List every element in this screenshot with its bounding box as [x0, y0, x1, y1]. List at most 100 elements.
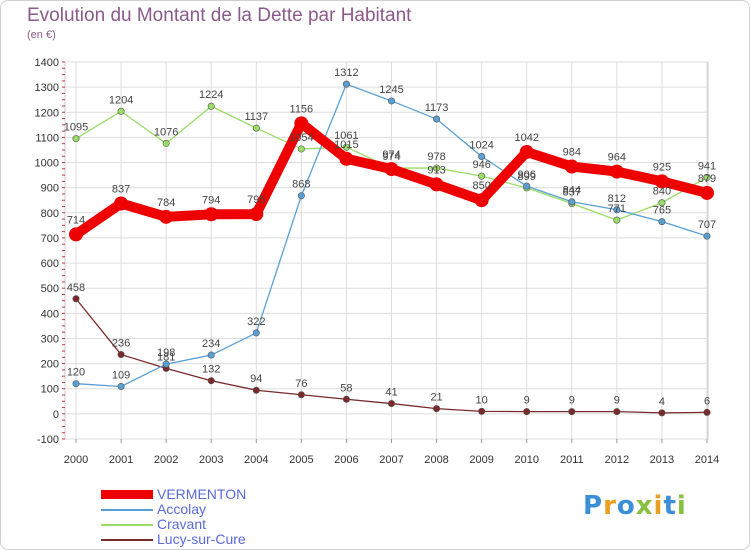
- y-tick-label: 200: [41, 359, 59, 371]
- y-tick-label: 100: [41, 384, 59, 396]
- data-point-vermenton: [339, 151, 354, 166]
- data-label-accolay: 198: [157, 347, 175, 359]
- data-label-vermenton: 879: [698, 173, 716, 185]
- data-point-accolay: [342, 80, 350, 88]
- data-point-lucy-sur-cure: [297, 391, 305, 399]
- data-point-lucy-sur-cure: [613, 408, 621, 416]
- data-label-vermenton: 714: [67, 214, 85, 226]
- x-tick-label: 2012: [605, 454, 629, 466]
- data-label-lucy-sur-cure: 94: [250, 373, 262, 385]
- x-tick-label: 2002: [154, 454, 178, 466]
- data-point-cravant: [117, 107, 125, 115]
- data-label-accolay: 707: [698, 219, 716, 231]
- data-label-cravant: 840: [653, 186, 671, 198]
- legend-item-cravant[interactable]: Cravant: [101, 516, 401, 532]
- chart-unit: (en €): [27, 29, 56, 41]
- data-label-lucy-sur-cure: 181: [157, 351, 175, 363]
- data-label-accolay: 109: [112, 369, 130, 381]
- data-point-lucy-sur-cure: [478, 407, 486, 415]
- legend-item-accolay[interactable]: Accolay: [101, 501, 401, 517]
- x-tick-label: 2005: [289, 454, 313, 466]
- data-point-cravant: [703, 173, 711, 181]
- data-point-cravant: [252, 124, 260, 132]
- data-point-accolay: [162, 360, 170, 368]
- legend-swatch-accolay: [101, 509, 153, 511]
- data-point-accolay: [117, 382, 125, 390]
- data-point-cravant: [162, 139, 170, 147]
- chart-title: Evolution du Montant de la Dette par Hab…: [27, 5, 412, 26]
- legend-label-accolay: Accolay: [157, 501, 207, 517]
- data-point-cravant: [433, 164, 441, 172]
- data-label-lucy-sur-cure: 10: [476, 394, 488, 406]
- data-point-cravant: [207, 102, 215, 110]
- y-tick-label: 300: [41, 333, 59, 345]
- data-point-accolay: [207, 351, 215, 359]
- data-point-vermenton: [384, 162, 399, 177]
- data-label-vermenton: 1042: [514, 132, 538, 144]
- data-label-vermenton: 794: [202, 194, 220, 206]
- series-vermenton: [69, 116, 714, 242]
- legend-label-vermenton: VERMENTON: [157, 486, 247, 502]
- data-point-lucy-sur-cure: [342, 395, 350, 403]
- data-point-accolay: [433, 115, 441, 123]
- data-label-cravant: 978: [427, 151, 445, 163]
- data-point-vermenton: [69, 227, 83, 242]
- data-point-accolay: [252, 329, 260, 337]
- legend-label-lucy-sur-cure: Lucy-sur-Cure: [157, 531, 246, 547]
- data-point-vermenton: [114, 196, 129, 211]
- data-label-lucy-sur-cure: 76: [295, 378, 307, 390]
- data-label-vermenton: 964: [608, 152, 626, 164]
- y-tick-label: 600: [41, 258, 59, 270]
- brand-letter: r: [603, 491, 617, 521]
- data-label-accolay: 1024: [469, 140, 493, 152]
- data-label-lucy-sur-cure: 6: [704, 395, 710, 407]
- brand-letter: i: [653, 491, 664, 521]
- data-label-lucy-sur-cure: 132: [202, 364, 220, 376]
- data-point-vermenton: [159, 209, 174, 224]
- data-label-vermenton: 913: [427, 164, 445, 176]
- data-label-accolay: 1173: [425, 102, 449, 114]
- data-point-vermenton: [654, 174, 669, 189]
- legend-item-vermenton[interactable]: VERMENTON: [101, 486, 401, 502]
- data-label-cravant: 1137: [244, 111, 268, 123]
- data-label-accolay: 234: [202, 338, 220, 350]
- data-label-cravant: 1204: [109, 94, 133, 106]
- legend-item-lucy-sur-cure[interactable]: Lucy-sur-Cure: [101, 531, 401, 547]
- data-point-lucy-sur-cure: [568, 408, 576, 416]
- data-point-accolay: [72, 380, 80, 388]
- y-tick-label: 1100: [35, 132, 59, 144]
- data-point-vermenton: [474, 193, 489, 208]
- x-tick-label: 2009: [469, 454, 493, 466]
- data-point-cravant: [613, 216, 621, 224]
- data-label-lucy-sur-cure: 9: [569, 395, 575, 407]
- x-tick-label: 2000: [64, 454, 88, 466]
- data-point-vermenton: [249, 207, 264, 222]
- data-label-cravant: 974: [382, 151, 400, 163]
- data-point-accolay: [568, 198, 576, 206]
- brand-letter: x: [635, 491, 654, 521]
- data-label-lucy-sur-cure: 236: [112, 338, 130, 350]
- data-label-accolay: 1312: [334, 67, 358, 79]
- data-label-vermenton: 850: [472, 180, 490, 192]
- y-tick-label: 400: [41, 308, 59, 320]
- data-label-vermenton: 795: [247, 194, 265, 206]
- data-label-cravant: 1061: [334, 130, 358, 142]
- x-tick-label: 2006: [334, 454, 358, 466]
- x-tick-label: 2003: [199, 454, 223, 466]
- data-point-lucy-sur-cure: [72, 295, 80, 303]
- data-point-lucy-sur-cure: [703, 408, 711, 416]
- data-point-vermenton: [564, 159, 579, 174]
- brand-letter: i: [676, 491, 687, 521]
- data-point-accolay: [658, 218, 666, 226]
- data-point-accolay: [523, 182, 531, 190]
- data-label-lucy-sur-cure: 4: [659, 396, 665, 408]
- data-label-vermenton: 784: [157, 197, 175, 209]
- brand-letter: o: [616, 491, 636, 521]
- y-tick-label: 0: [53, 409, 59, 421]
- legend-swatch-lucy-sur-cure: [101, 539, 153, 541]
- data-point-lucy-sur-cure: [658, 409, 666, 417]
- data-point-cravant: [72, 135, 80, 143]
- data-label-lucy-sur-cure: 9: [614, 395, 620, 407]
